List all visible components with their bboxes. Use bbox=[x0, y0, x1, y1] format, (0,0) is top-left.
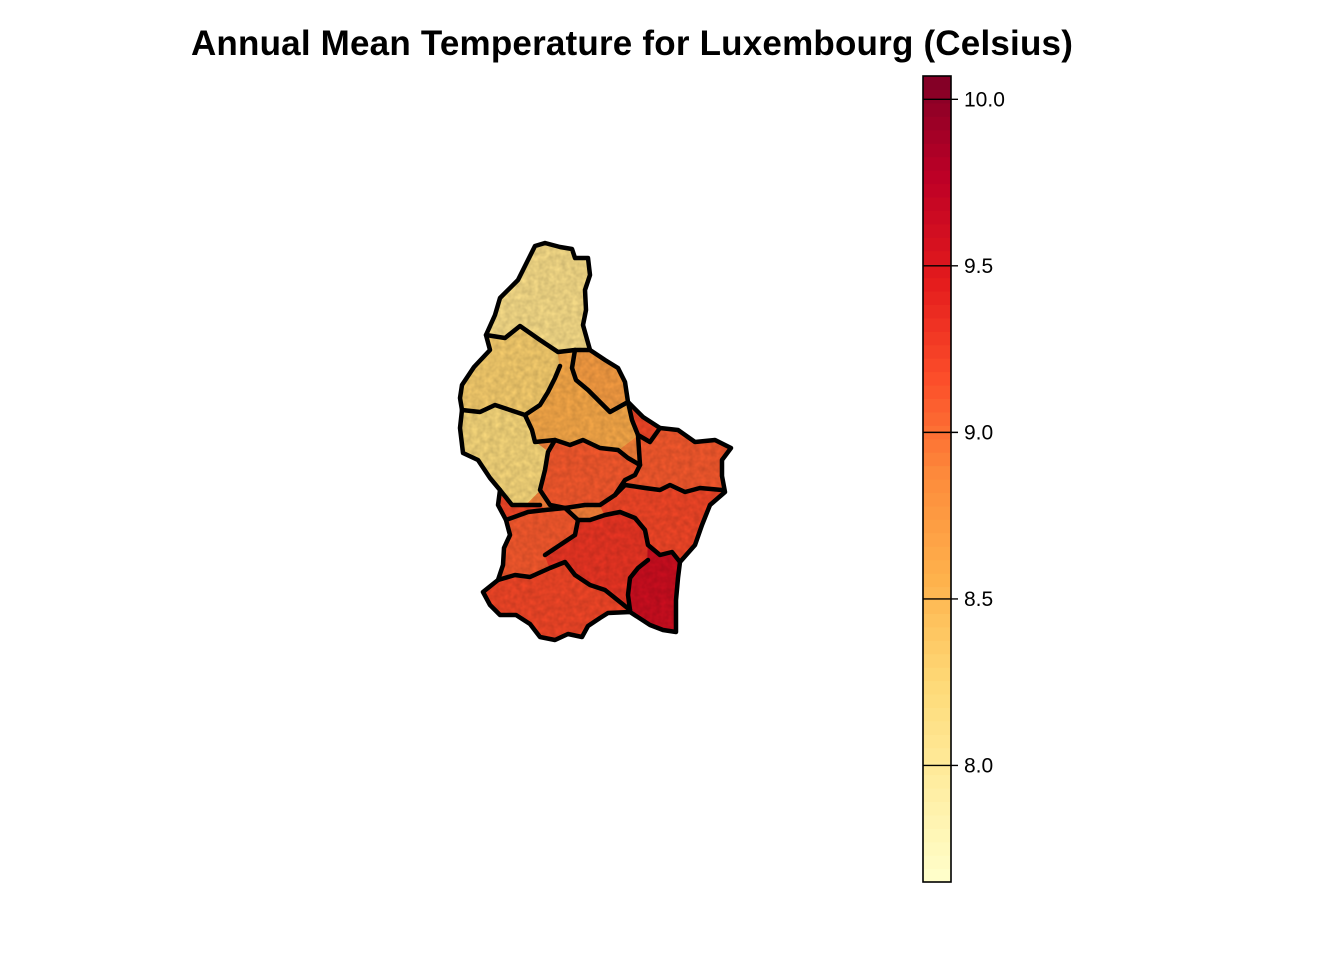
color-legend-step bbox=[923, 130, 951, 144]
color-legend-step bbox=[923, 237, 951, 251]
color-legend-step bbox=[923, 788, 951, 802]
color-legend-step bbox=[923, 681, 951, 695]
color-legend-step bbox=[923, 143, 951, 157]
color-legend-tick-label: 8.0 bbox=[964, 754, 993, 777]
color-legend-step bbox=[923, 452, 951, 466]
color-legend-step bbox=[923, 654, 951, 668]
color-legend-step bbox=[923, 573, 951, 587]
color-legend-step bbox=[923, 278, 951, 292]
color-legend-step bbox=[923, 439, 951, 453]
color-legend-step bbox=[923, 479, 951, 493]
color-legend-step bbox=[923, 734, 951, 748]
color-legend-step bbox=[923, 291, 951, 305]
color-legend-step bbox=[923, 842, 951, 856]
color-legend-step bbox=[923, 560, 951, 574]
color-legend-tick-label: 10.0 bbox=[964, 88, 1005, 111]
color-legend-step bbox=[923, 801, 951, 815]
color-legend-tick-label: 8.5 bbox=[964, 588, 993, 611]
color-legend-step bbox=[923, 197, 951, 211]
color-legend-step bbox=[923, 331, 951, 345]
color-legend-step bbox=[923, 318, 951, 332]
color-legend-step bbox=[923, 345, 951, 359]
color-legend-step bbox=[923, 600, 951, 614]
color-legend-step bbox=[923, 157, 951, 171]
color-legend-step bbox=[923, 506, 951, 520]
color-legend-step bbox=[923, 183, 951, 197]
color-legend-step bbox=[923, 815, 951, 829]
color-legend-step bbox=[923, 761, 951, 775]
color-legend-step bbox=[923, 304, 951, 318]
color-legend-step bbox=[923, 667, 951, 681]
color-legend-step bbox=[923, 613, 951, 627]
color-legend-step bbox=[923, 492, 951, 506]
color-legend-tick-label: 9.5 bbox=[964, 255, 993, 278]
color-legend-step bbox=[923, 170, 951, 184]
color-legend-step bbox=[923, 748, 951, 762]
color-legend-step bbox=[923, 519, 951, 533]
color-legend-step bbox=[923, 694, 951, 708]
color-legend-step bbox=[923, 372, 951, 386]
color-legend-step bbox=[923, 721, 951, 735]
color-legend-step bbox=[923, 224, 951, 238]
color-legend-tick-label: 9.0 bbox=[964, 421, 993, 444]
color-legend-step bbox=[923, 533, 951, 547]
color-legend-step bbox=[923, 89, 951, 103]
color-legend-step bbox=[923, 627, 951, 641]
color-legend-step bbox=[923, 828, 951, 842]
color-legend-step bbox=[923, 775, 951, 789]
color-legend-step bbox=[923, 358, 951, 372]
color-legend-step bbox=[923, 116, 951, 130]
color-legend-step bbox=[923, 76, 951, 90]
color-legend-step bbox=[923, 398, 951, 412]
color-legend-step bbox=[923, 251, 951, 265]
color-legend: 8.0 8.5 9.0 9.5 10.0 bbox=[923, 76, 1005, 883]
color-legend-step bbox=[923, 707, 951, 721]
color-legend-step bbox=[923, 103, 951, 117]
color-legend-step bbox=[923, 385, 951, 399]
color-legend-step bbox=[923, 412, 951, 426]
color-legend-step bbox=[923, 210, 951, 224]
color-legend-step bbox=[923, 855, 951, 869]
color-legend-step bbox=[923, 466, 951, 480]
color-legend-step bbox=[923, 869, 951, 883]
color-legend-step bbox=[923, 546, 951, 560]
color-legend-step bbox=[923, 640, 951, 654]
